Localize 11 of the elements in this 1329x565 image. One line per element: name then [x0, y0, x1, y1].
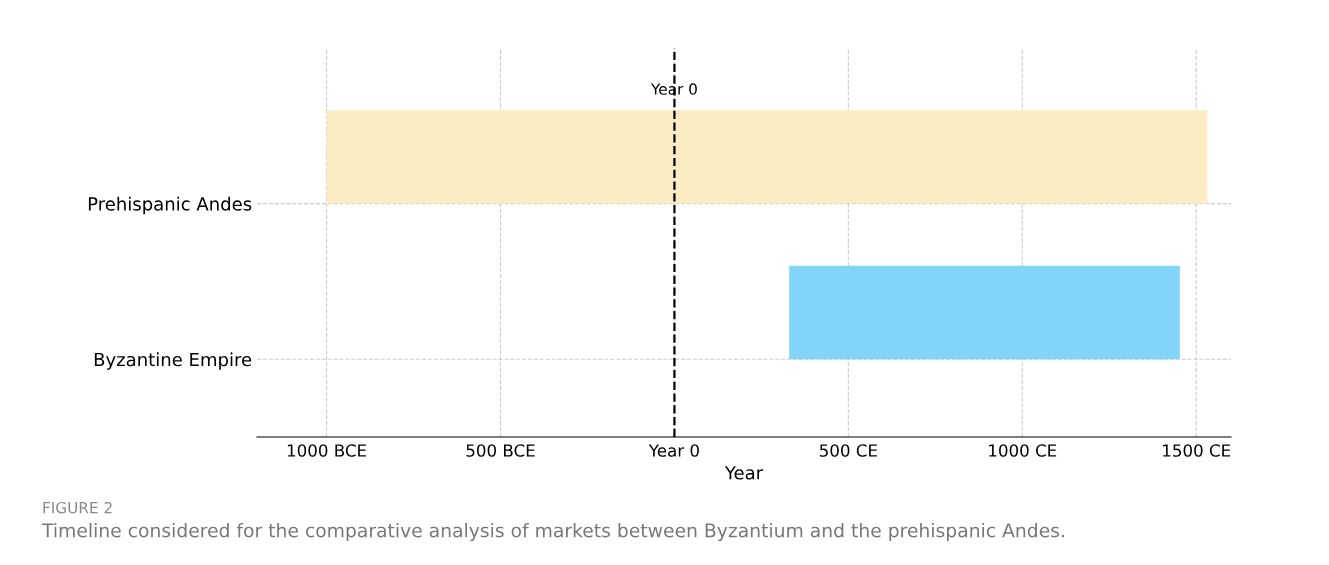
- caption: FIGURE 2: [43, 501, 112, 514]
- y-tick-label: Byzantine Empire: [94, 352, 252, 370]
- x-tick-label: 500 CE: [820, 444, 877, 457]
- x-tick-label: 500 BCE: [466, 444, 535, 457]
- x-axis-title: Year: [724, 466, 764, 480]
- x-tick-label: Year 0: [648, 444, 699, 457]
- x-tick-label: 1000 CE: [989, 444, 1057, 457]
- x-tick-label: 1000 BCE: [287, 444, 367, 457]
- y-tick-label: Prehispanic Andes: [88, 196, 252, 215]
- x-tick-label: 1500 CE: [1163, 444, 1231, 457]
- text: Timeline considered for the comparative analysis of markets between Byzantium and the prehispanic Andes.: [41, 522, 1064, 542]
